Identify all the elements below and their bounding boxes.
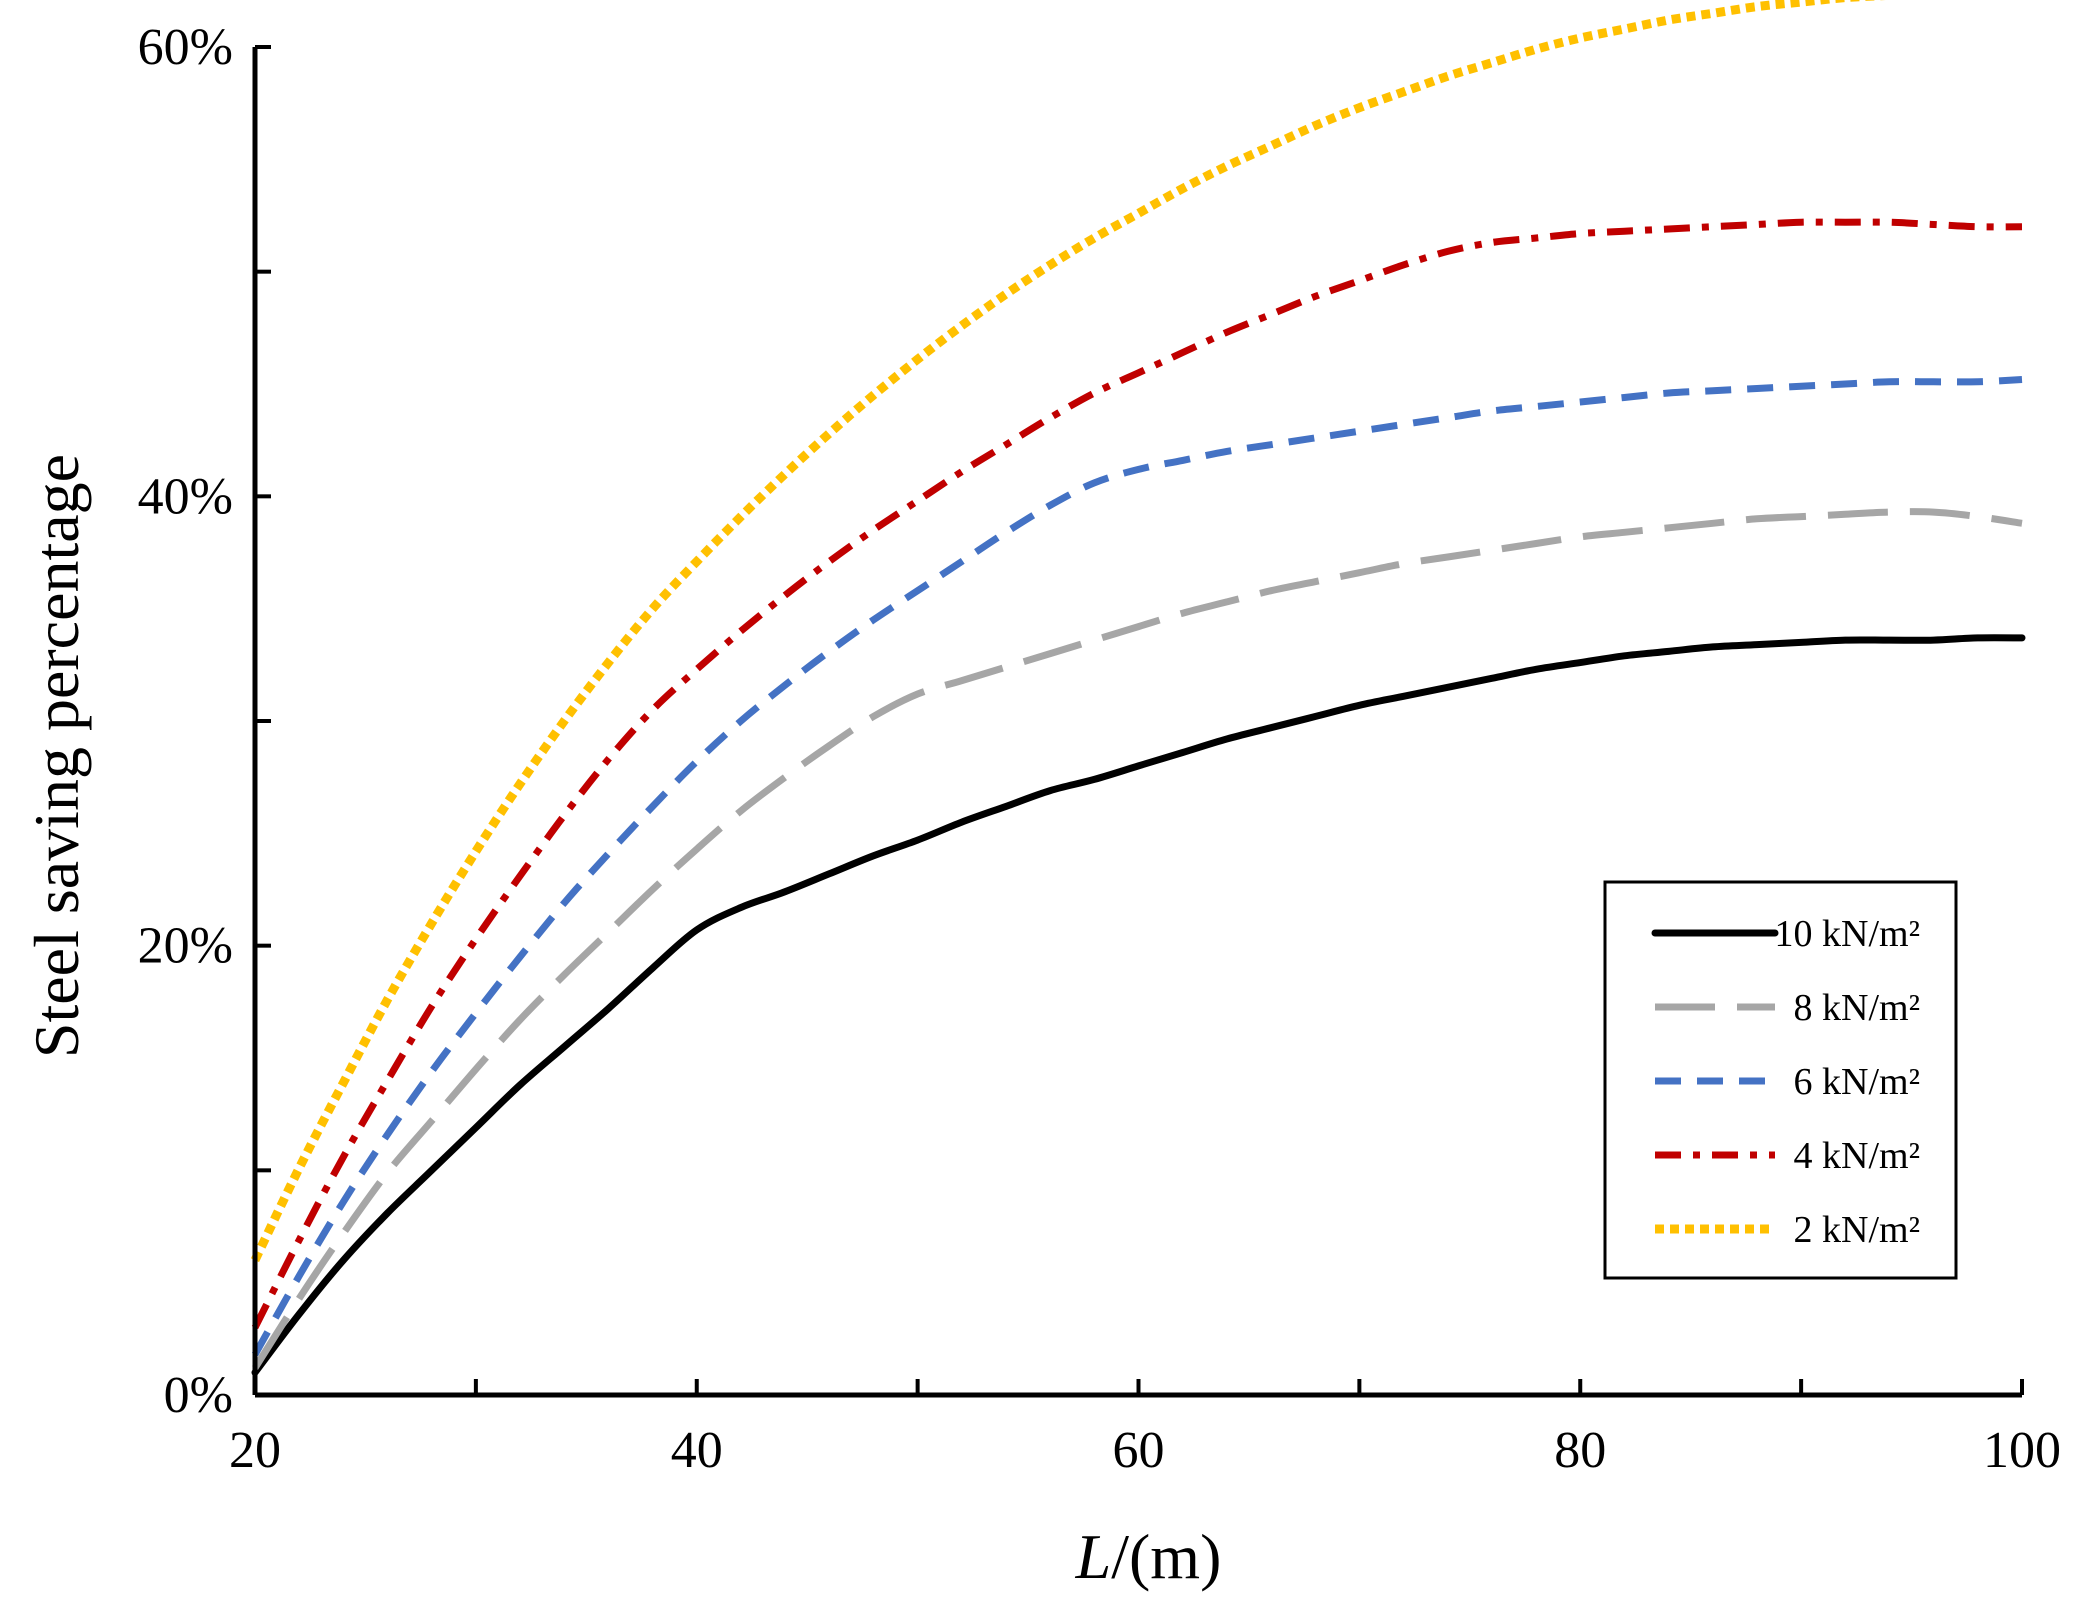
legend-item: 6 kN/m² (1655, 1061, 1920, 1103)
x-ticks: 20 40 60 80 100 (229, 1379, 2061, 1479)
legend-item: 10 kN/m² (1651, 913, 1920, 955)
legend-label: 6 kN/m² (1794, 1061, 1920, 1103)
legend-item: 8 kN/m² (1655, 987, 1920, 1029)
legend-label: 2 kN/m² (1794, 1209, 1920, 1251)
legend: 10 kN/m² 8 kN/m² 6 kN/m² 4 kN/m² 2 kN/m² (1603, 880, 1958, 1280)
x-tick-label: 60 (1113, 1422, 1165, 1479)
series-line-2-kn (250, 0, 1886, 1263)
x-tick-label: 40 (671, 1422, 723, 1479)
plot-area: 0% 20% 40% 60% 20 40 60 80 100 (138, 0, 2061, 1479)
legend-item: 2 kN/m² (1655, 1209, 1920, 1251)
legend-item: 4 kN/m² (1655, 1135, 1920, 1177)
x-axis-title: L/(m) (1075, 1521, 1222, 1592)
x-tick-label: 80 (1554, 1422, 1606, 1479)
y-tick-label: 20% (138, 918, 233, 975)
x-axis-title-variable: L (1075, 1521, 1112, 1592)
series-line-8-kn (252, 508, 2023, 1370)
x-tick-label: 20 (229, 1422, 281, 1479)
series-line-10-kn (251, 634, 2026, 1376)
y-tick-label: 60% (138, 19, 233, 76)
series-layer (250, 0, 2026, 1376)
y-axis-title: Steel saving percentage (21, 454, 92, 1058)
series-line-6-kn (251, 376, 2023, 1357)
x-axis-title-unit: /(m) (1111, 1521, 1221, 1592)
y-ticks: 0% 20% 40% 60% (138, 19, 271, 1424)
legend-items: 10 kN/m² 8 kN/m² 6 kN/m² 4 kN/m² 2 kN/m² (1651, 913, 1920, 1251)
legend-label: 4 kN/m² (1794, 1135, 1920, 1177)
series-line-4-kn (251, 218, 2023, 1330)
legend-label: 10 kN/m² (1775, 913, 1920, 955)
y-tick-label: 40% (138, 468, 233, 525)
legend-label: 8 kN/m² (1794, 987, 1920, 1029)
x-tick-label: 100 (1983, 1422, 2061, 1479)
y-tick-label: 0% (164, 1367, 233, 1424)
